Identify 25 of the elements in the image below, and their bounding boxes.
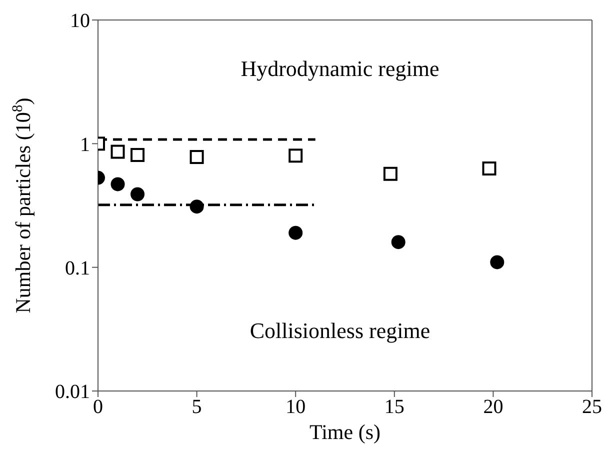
y-tick-label: 0.1 [65, 257, 90, 280]
point [383, 166, 398, 181]
point [490, 255, 504, 270]
y-tick-label: 0.01 [55, 381, 90, 404]
y-tick-label: 10 [70, 10, 90, 32]
x-axis-title: Time (s) [310, 420, 380, 444]
point [190, 150, 204, 164]
point [288, 226, 303, 240]
point [130, 148, 145, 162]
point [288, 148, 303, 163]
x-tick-label: 5 [192, 396, 202, 418]
point [110, 177, 125, 192]
point [110, 144, 125, 159]
point [190, 200, 204, 214]
point [130, 187, 145, 202]
annotation: Hydrodynamic regime [240, 56, 440, 82]
annotation: Collisionless regime [248, 318, 432, 344]
point [391, 235, 406, 250]
y-tick-label: 1 [80, 134, 90, 156]
x-tick-label: 20 [483, 396, 504, 418]
x-tick-label: 0 [93, 396, 103, 418]
x-tick-label: 25 [582, 396, 602, 418]
x-tick-label: 15 [384, 396, 404, 418]
x-tick-label: 10 [286, 396, 306, 418]
point [482, 161, 496, 176]
